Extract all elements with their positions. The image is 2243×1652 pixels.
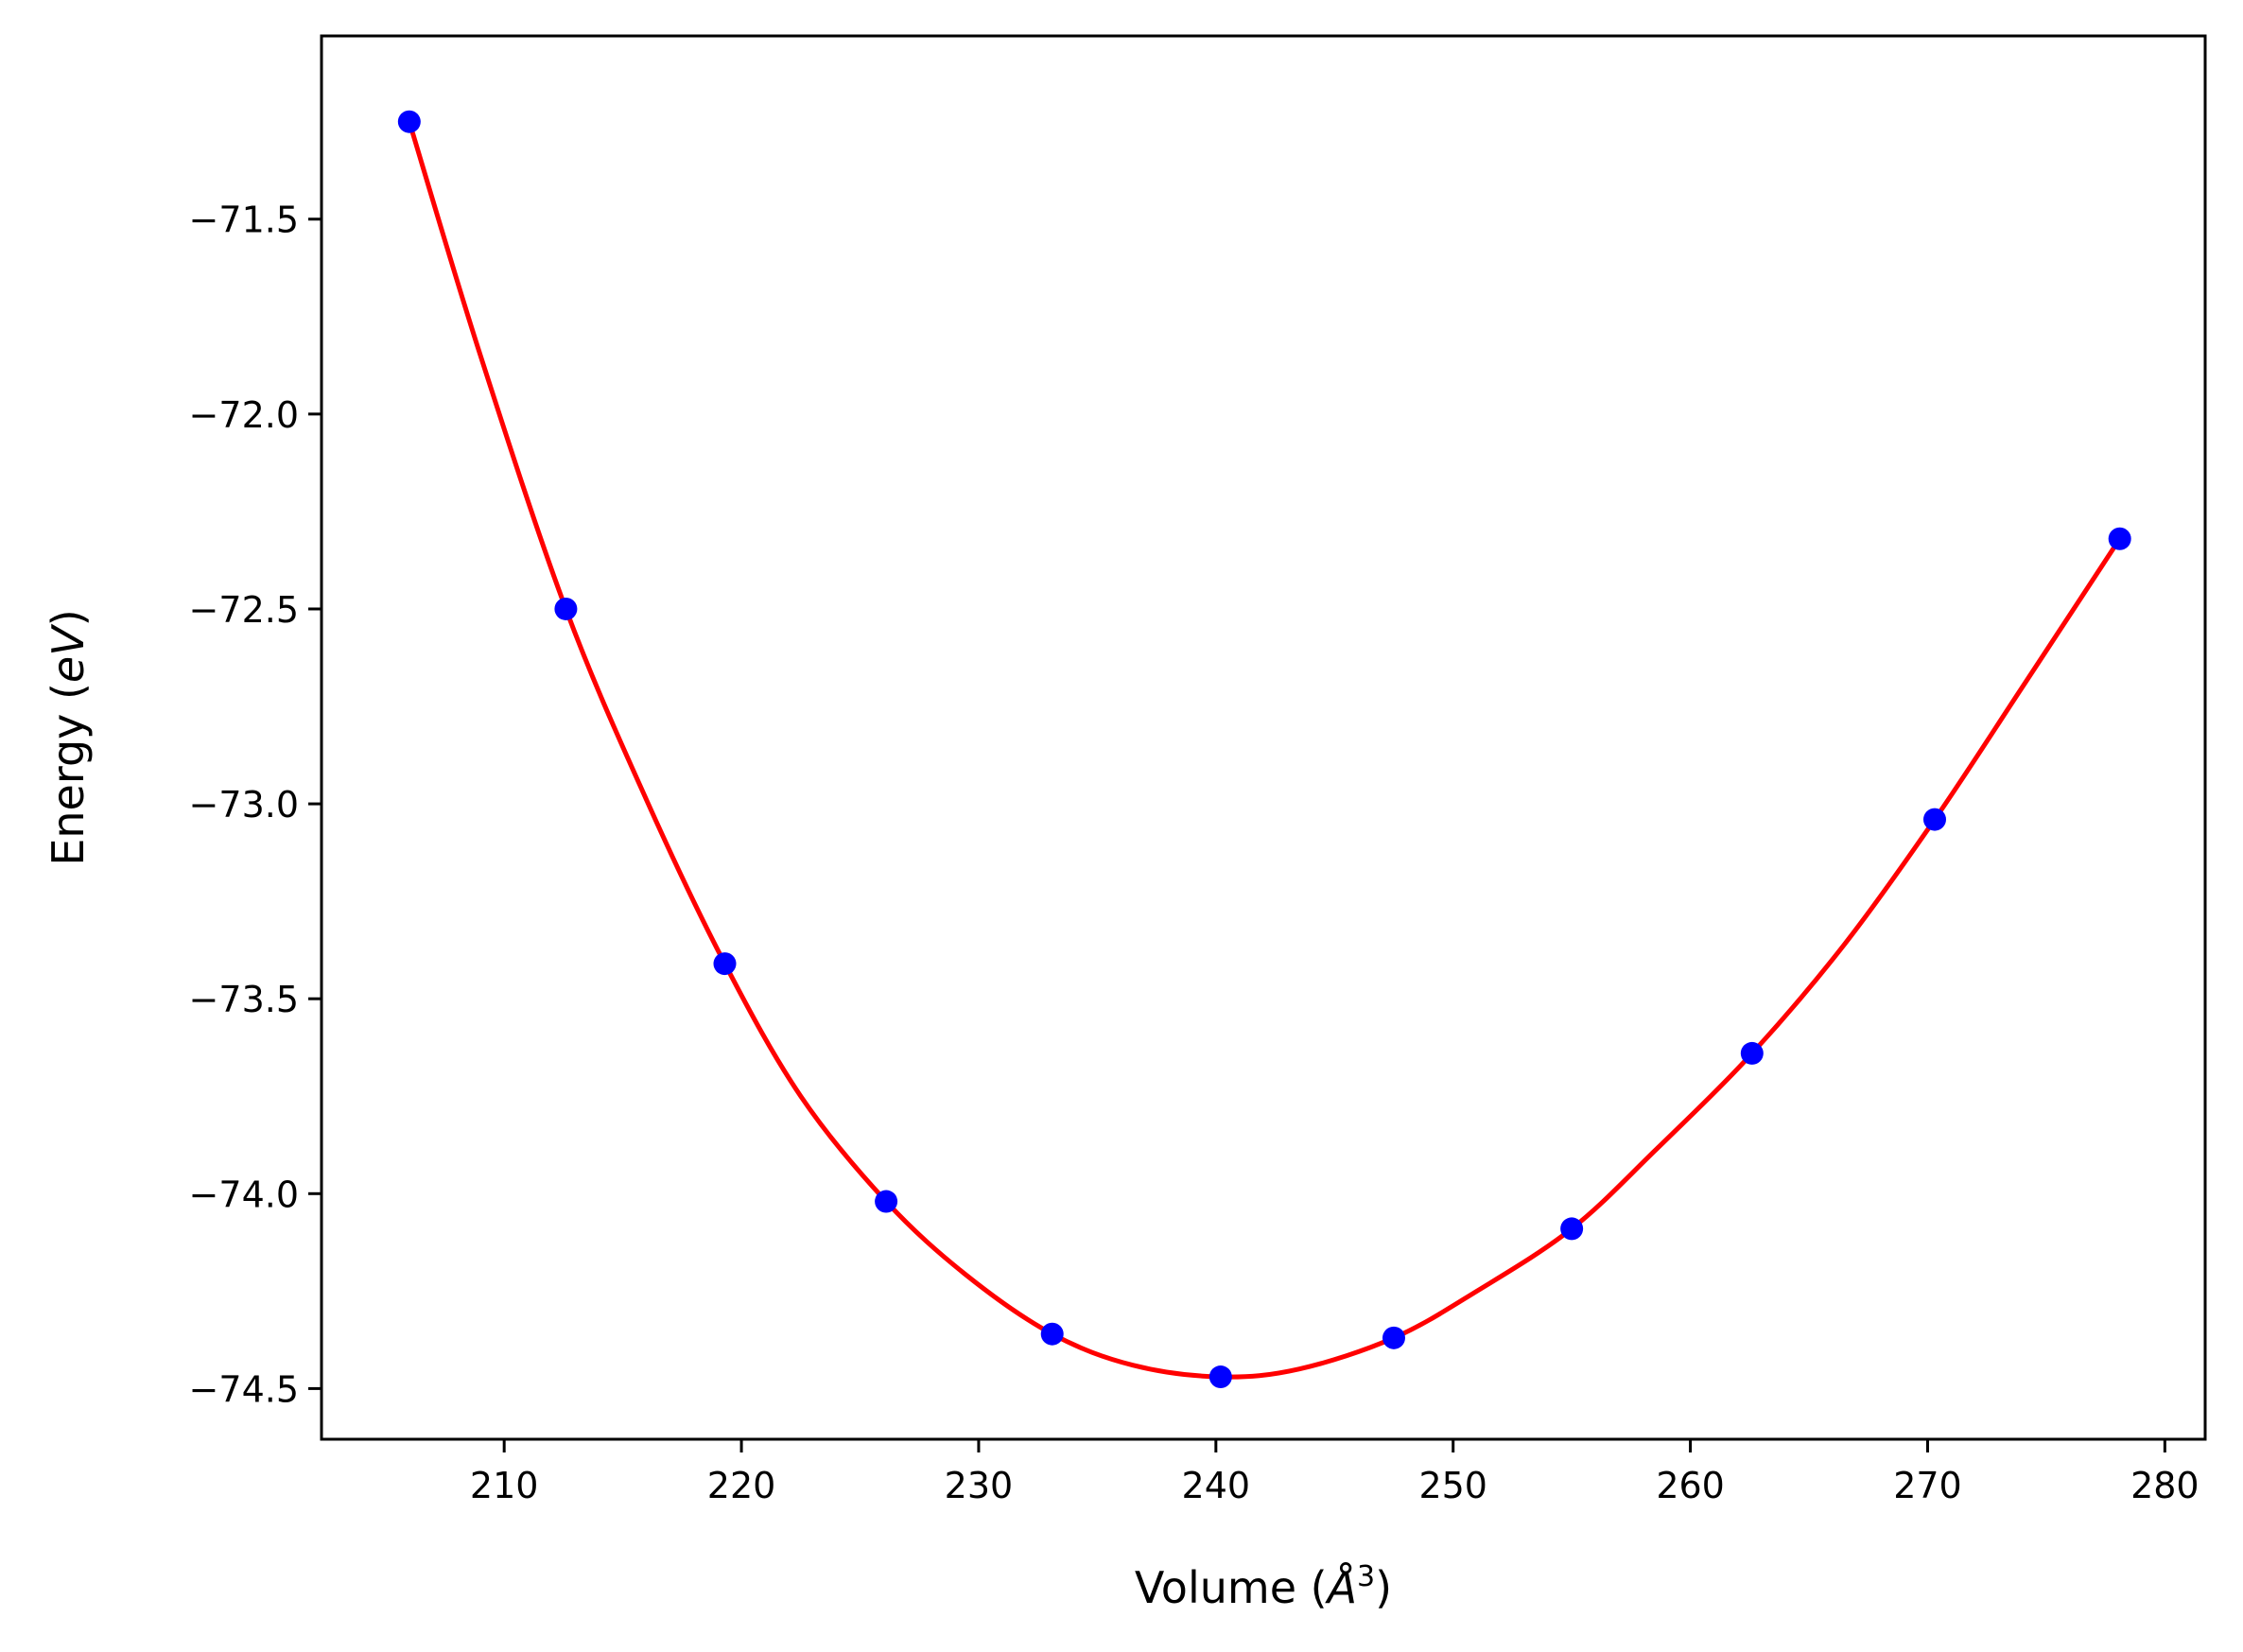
y-tick-label: −71.5: [189, 200, 299, 241]
plot-area: [397, 110, 2131, 1389]
y-tick-label: −73.0: [189, 784, 299, 826]
x-tick-label: 230: [945, 1465, 1014, 1506]
y-tick-label: −74.5: [189, 1368, 299, 1410]
x-tick-label: 240: [1182, 1465, 1251, 1506]
y-tick-label: −72.5: [189, 589, 299, 631]
x-tick-label: 210: [470, 1465, 539, 1506]
x-axis-label-superscript: 3: [1357, 1560, 1375, 1593]
x-tick-label: 280: [2130, 1465, 2200, 1506]
y-tick-label: −74.0: [189, 1174, 299, 1215]
data-point: [1560, 1217, 1584, 1241]
y-tick-label: −72.0: [189, 394, 299, 436]
data-point: [1040, 1322, 1064, 1346]
x-axis-label-close: ): [1375, 1562, 1392, 1613]
y-axis-label: Energy (eV): [43, 609, 94, 865]
data-point: [1208, 1365, 1232, 1389]
x-tick-label: 270: [1893, 1465, 1962, 1506]
data-point: [1382, 1326, 1405, 1349]
fit-curve-line: [407, 120, 2122, 1380]
data-point: [397, 110, 421, 133]
x-axis-label-unit: Å: [1325, 1562, 1357, 1613]
x-axis-label: Volume (Å3): [1135, 1560, 1392, 1613]
data-point: [2108, 527, 2131, 550]
data-point: [1922, 808, 1946, 831]
y-tick-label: −73.5: [189, 979, 299, 1020]
x-axis-label-text: Volume (: [1135, 1562, 1328, 1613]
y-axis: −71.5 −72.0 −72.5 −73.0 −73.5 −74.0 −74.5: [189, 200, 322, 1410]
x-tick-label: 220: [707, 1465, 776, 1506]
y-axis-label-unit: eV: [43, 623, 94, 683]
data-point: [1740, 1041, 1764, 1065]
x-tick-label: 250: [1418, 1465, 1487, 1506]
y-axis-label-text: Energy (: [43, 683, 94, 866]
axes-frame: [320, 34, 2207, 1441]
x-tick-label: 260: [1656, 1465, 1725, 1506]
x-axis: 210 220 230 240 250 260 270 280: [470, 1439, 2200, 1506]
data-point: [875, 1190, 898, 1213]
data-point: [554, 597, 578, 620]
y-axis-label-close: ): [43, 609, 94, 626]
data-point: [713, 952, 737, 976]
